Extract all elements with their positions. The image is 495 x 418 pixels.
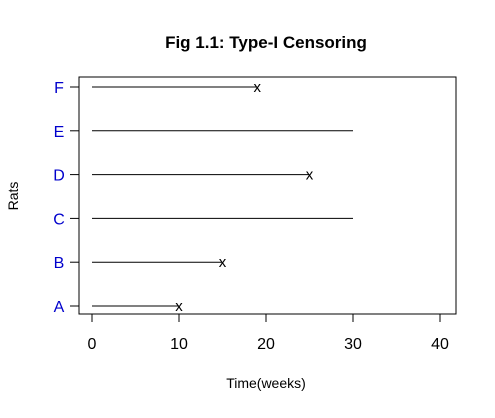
- event-marker-A: x: [175, 298, 183, 315]
- x-tick-label: 30: [344, 336, 362, 353]
- chart-title: Fig 1.1: Type-I Censoring: [165, 33, 367, 52]
- y-tick-label-A: A: [54, 299, 65, 316]
- y-tick-label-F: F: [54, 80, 64, 97]
- event-marker-D: x: [306, 167, 314, 184]
- plot-frame: [78, 76, 457, 315]
- x-tick-label: 10: [170, 336, 188, 353]
- y-tick-label-C: C: [53, 211, 65, 228]
- y-axis: A B C D E F: [53, 80, 79, 316]
- x-tick-label: 40: [431, 336, 449, 353]
- series-layer: x x x x: [92, 79, 353, 315]
- event-marker-B: x: [219, 254, 227, 271]
- y-axis-label: Rats: [5, 182, 21, 211]
- x-axis-label: Time(weeks): [226, 375, 306, 391]
- x-tick-label: 0: [88, 336, 97, 353]
- event-marker-F: x: [254, 79, 262, 96]
- y-tick-label-B: B: [54, 255, 65, 272]
- x-tick-label: 20: [257, 336, 275, 353]
- y-tick-label-E: E: [54, 124, 65, 141]
- y-tick-label-D: D: [53, 168, 65, 185]
- x-axis: 0 10 20 30 40: [88, 314, 449, 353]
